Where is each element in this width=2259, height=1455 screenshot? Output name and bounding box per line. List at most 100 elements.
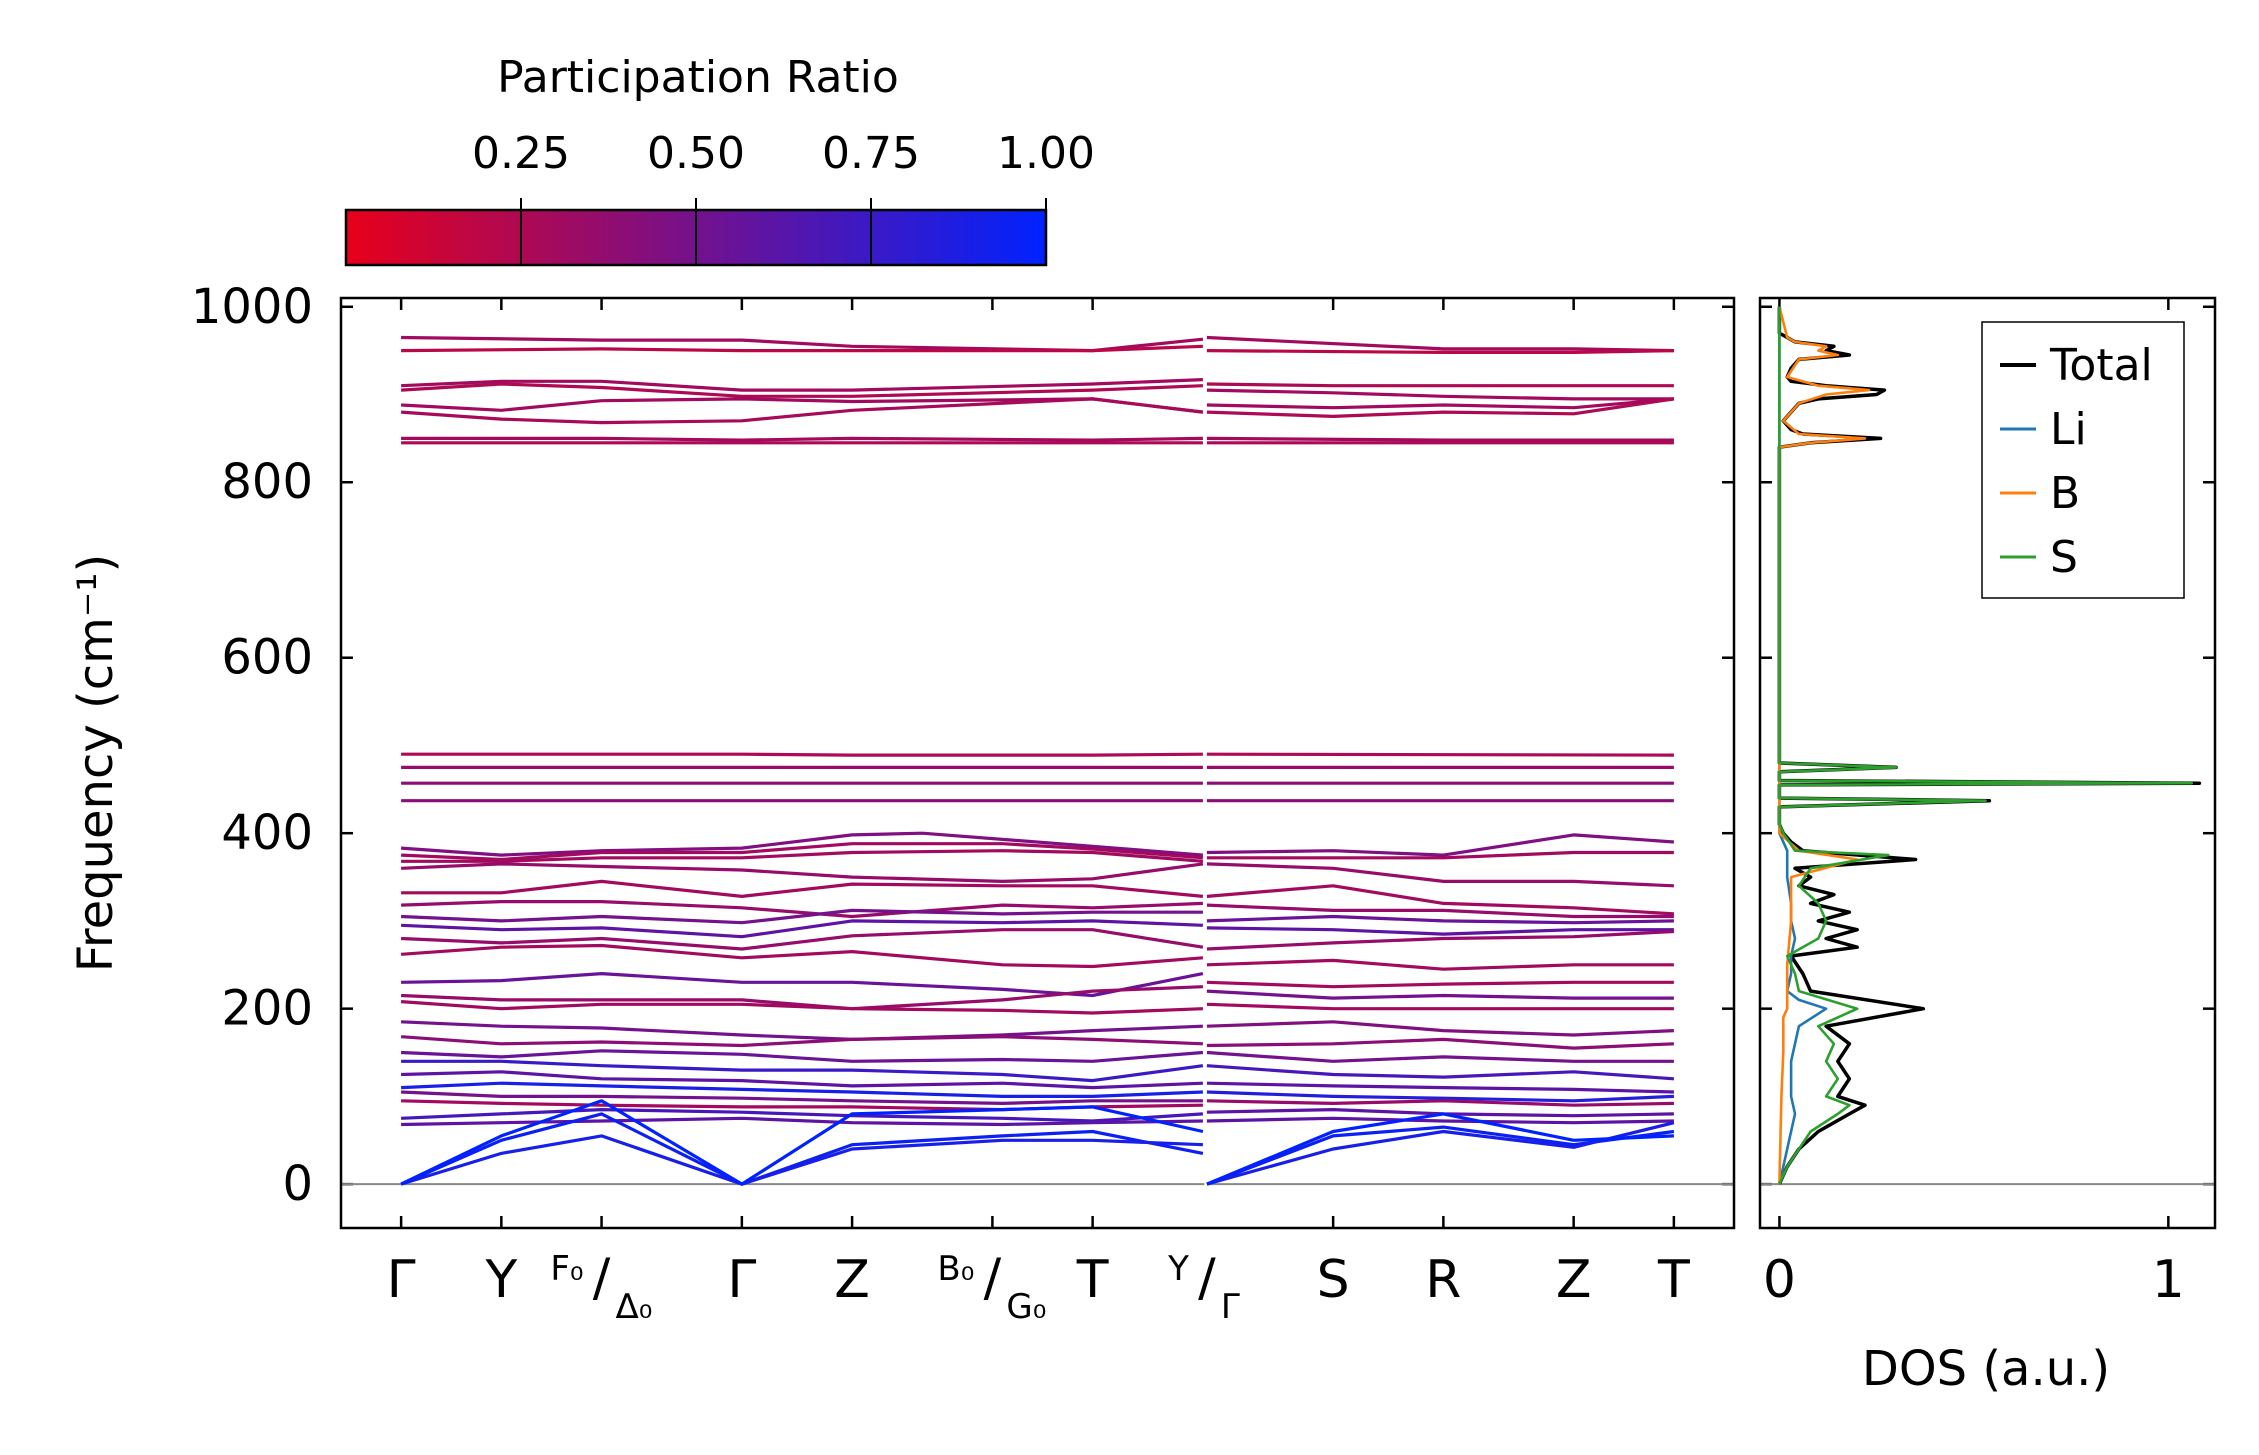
phonon-band-13 xyxy=(401,842,1204,862)
phonon-band-18 xyxy=(401,908,1203,925)
kpoint-label: Γ xyxy=(727,1250,756,1310)
colorbar-tick-label: 0.50 xyxy=(647,128,745,179)
y-tick-label: 600 xyxy=(221,630,313,686)
legend-label: S xyxy=(2050,532,2078,583)
kpoint-label: T xyxy=(1076,1250,1109,1310)
dos-x-tick-label: 0 xyxy=(1763,1250,1796,1310)
kpoint-label-super: Y xyxy=(1167,1249,1189,1289)
phonon-band-62 xyxy=(1206,1020,1674,1037)
kpoint-label-slash: / xyxy=(593,1248,611,1308)
phonon-band-5 xyxy=(400,397,1204,425)
dos-curve-li xyxy=(1778,306,1828,1185)
phonon-band-2 xyxy=(401,378,1203,392)
phonon-band-61 xyxy=(1206,1002,1674,1011)
phonon-band-28 xyxy=(401,1059,1204,1083)
phonon-band-15 xyxy=(401,862,1204,884)
phonon-band-31 xyxy=(401,1090,1203,1106)
phonon-band-60 xyxy=(1206,989,1674,1000)
legend-label: Li xyxy=(2050,404,2087,455)
phonon-band-29 xyxy=(401,1070,1203,1090)
band-plot-frame xyxy=(339,296,1736,1230)
kpoint-label-sub: Δ₀ xyxy=(616,1287,653,1327)
phonon-band-43 xyxy=(1206,397,1675,418)
dos-legend: Total Li BS xyxy=(1981,321,2185,599)
phonon-band-56 xyxy=(1206,926,1674,936)
phonon-band-40 xyxy=(1206,382,1674,388)
phonon-band-55 xyxy=(1206,914,1674,925)
phonon-band-22 xyxy=(401,971,1204,998)
kpoint-label-sub: Γ xyxy=(1221,1287,1240,1327)
colorbar-ticks: 0.25 0.50 0.75 1.00 xyxy=(472,128,1095,265)
phonon-band-17 xyxy=(401,899,1203,919)
dos-x-axis-label: DOS (a.u.) xyxy=(1862,1341,2110,1397)
dos-curve-b xyxy=(1778,306,1871,1185)
kpoint-label-super: B₀ xyxy=(937,1249,974,1289)
colorbar-tick-label: 0.25 xyxy=(472,128,570,179)
phonon-band-44 xyxy=(1206,436,1674,442)
dos-curve-s xyxy=(1778,306,2193,1185)
phonon-band-6 xyxy=(401,436,1203,442)
phonon-band-30 xyxy=(401,1081,1203,1099)
kpoint-label: T xyxy=(1657,1250,1690,1310)
phonon-band-3 xyxy=(401,382,1203,398)
kpoint-label: Γ xyxy=(387,1250,416,1310)
dos-plot-frame xyxy=(1758,296,2217,1230)
phonon-band-35 xyxy=(400,1112,1204,1186)
phonon-band-23 xyxy=(401,985,1203,1011)
phonon-band-19 xyxy=(401,919,1203,939)
phonon-band-53 xyxy=(1206,884,1674,916)
phonon-band-52 xyxy=(1206,862,1674,888)
phonon-band-14 xyxy=(401,849,1204,863)
phonon-band-25 xyxy=(401,1020,1203,1042)
phonon-band-66 xyxy=(1206,1081,1674,1094)
phonon-band-21 xyxy=(400,943,1204,969)
band-lines xyxy=(400,335,1675,1186)
phonon-band-68 xyxy=(1206,1099,1674,1107)
kpoint-label: S xyxy=(1317,1250,1350,1310)
kpoint-label-super: F₀ xyxy=(550,1249,583,1289)
legend-label: Total xyxy=(2049,340,2153,391)
y-axis-label: Frequency (cm⁻¹) xyxy=(68,554,124,972)
phonon-band-24 xyxy=(400,1000,1203,1015)
phonon-band-39 xyxy=(1206,349,1674,354)
legend-box xyxy=(1981,321,2185,599)
kpoint-label-sub: G₀ xyxy=(1006,1287,1046,1327)
phonon-band-58 xyxy=(1206,958,1674,971)
phonon-band-27 xyxy=(401,1049,1204,1063)
phonon-band-36 xyxy=(400,1134,1203,1186)
phonon-band-63 xyxy=(1206,1037,1674,1050)
phonon-band-1 xyxy=(401,344,1203,353)
y-tick-label: 800 xyxy=(221,454,313,510)
band-y-labels: 0 200 400 600 800 1000 xyxy=(191,279,313,1212)
kpoint-label: Z xyxy=(834,1250,870,1310)
kpoint-label-slash: / xyxy=(984,1248,1002,1308)
phonon-band-65 xyxy=(1206,1064,1675,1081)
colorbar-tick-label: 1.00 xyxy=(997,128,1095,179)
colorbar-tick-label: 0.75 xyxy=(822,128,920,179)
band-structure-panel: Frequency (cm⁻¹) Γ Y F₀ / Δ₀ Γ Z B₀ / G₀ T Y / Γ S R Z T … xyxy=(68,279,2215,1327)
dos-x-tick-label: 1 xyxy=(2152,1250,2185,1310)
phonon-band-38 xyxy=(1206,335,1674,353)
kpoint-label: Y xyxy=(484,1250,517,1310)
y-tick-label: 0 xyxy=(282,1156,313,1212)
phonon-band-46 xyxy=(1206,752,1674,757)
y-tick-label: 200 xyxy=(221,981,313,1037)
phonon-band-12 xyxy=(400,831,1204,857)
phonon-band-20 xyxy=(401,928,1204,951)
y-tick-label: 1000 xyxy=(191,279,313,335)
phonon-band-42 xyxy=(1206,397,1675,410)
dos-lines xyxy=(1777,306,2202,1185)
phonon-band-54 xyxy=(1206,903,1674,919)
band-axis-ticks xyxy=(341,298,2215,1228)
phonon-band-64 xyxy=(1206,1050,1674,1063)
phonon-band-8 xyxy=(401,752,1203,757)
phonon-band-70 xyxy=(1206,1116,1674,1125)
phonon-band-33 xyxy=(401,1107,1204,1123)
phonon-band-73 xyxy=(1206,1112,1674,1186)
kpoint-label: Z xyxy=(1556,1250,1592,1310)
phonon-band-26 xyxy=(400,1035,1203,1048)
phonon-band-37 xyxy=(400,1099,1204,1186)
